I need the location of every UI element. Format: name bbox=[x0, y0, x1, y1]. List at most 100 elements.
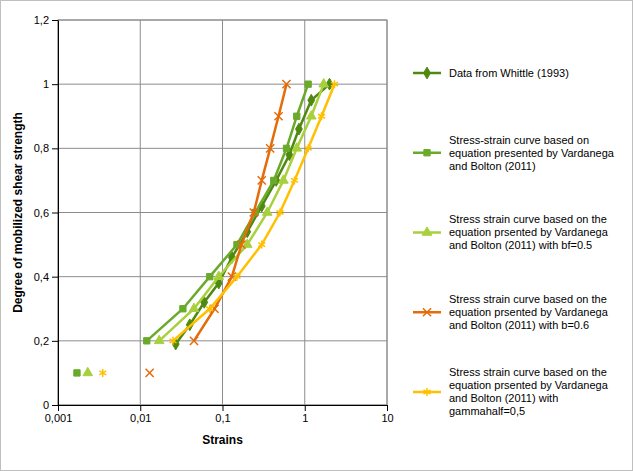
legend: Data from Whittle (1993) Stress-strain cu… bbox=[413, 67, 615, 418]
series-marker bbox=[250, 208, 258, 216]
x-tick-label: 0,1 bbox=[215, 412, 230, 424]
chart: 0,001 0,01 0,1 1 10 0 0,2 0,4 0,6 0,8 1 1,2 Strains D… bbox=[0, 0, 633, 471]
series-marker bbox=[169, 337, 176, 345]
series bbox=[99, 80, 338, 377]
x-tick: 0,01 bbox=[130, 405, 151, 424]
x-tick: 1 bbox=[302, 405, 308, 424]
y-tick-label: 0,4 bbox=[34, 271, 49, 283]
series-marker bbox=[282, 80, 290, 88]
x-tick-label: 0,01 bbox=[130, 412, 151, 424]
y-tick-label: 1,2 bbox=[34, 14, 49, 26]
series-marker bbox=[258, 176, 266, 184]
y-tick-label: 0,8 bbox=[34, 142, 49, 154]
legend-label: Data from Whittle (1993) bbox=[449, 67, 569, 79]
y-tick: 0 bbox=[43, 399, 58, 411]
x-tick-mark bbox=[223, 405, 224, 411]
series-marker bbox=[146, 369, 154, 377]
series-marker bbox=[291, 176, 298, 184]
series-marker bbox=[154, 335, 164, 343]
x-axis-title: Strains bbox=[202, 433, 243, 447]
grid bbox=[58, 20, 387, 405]
y-tick: 0,8 bbox=[34, 142, 58, 154]
legend-label: Stress strain curve based on theequation… bbox=[449, 213, 609, 251]
x-tick-label: 10 bbox=[381, 412, 393, 424]
y-axis-line bbox=[58, 21, 59, 406]
y-tick-mark bbox=[52, 84, 58, 85]
grid-line-x bbox=[304, 20, 305, 405]
x-tick-mark bbox=[140, 405, 141, 411]
y-tick-label: 0,6 bbox=[34, 207, 49, 219]
y-tick-mark bbox=[52, 148, 58, 149]
series-marker bbox=[319, 79, 329, 87]
series-marker bbox=[207, 274, 213, 280]
x-tick-mark bbox=[305, 405, 306, 411]
series-marker bbox=[296, 123, 303, 135]
series-line bbox=[103, 84, 335, 373]
series-marker bbox=[274, 112, 282, 120]
y-axis-title: Degree of mobilized shear strength bbox=[11, 112, 25, 313]
grid-line-x bbox=[140, 20, 141, 405]
series-marker bbox=[237, 241, 245, 249]
series-line bbox=[150, 84, 287, 373]
series-marker bbox=[190, 337, 198, 345]
series-marker bbox=[306, 111, 316, 119]
y-tick: 0,2 bbox=[34, 335, 58, 347]
series-marker bbox=[271, 177, 277, 183]
series-marker bbox=[266, 144, 274, 152]
series-marker bbox=[99, 369, 106, 377]
series bbox=[146, 80, 291, 377]
series-marker bbox=[180, 306, 186, 312]
y-tick-mark bbox=[52, 277, 58, 278]
y-tick-mark bbox=[52, 213, 58, 214]
series-marker bbox=[318, 112, 325, 120]
y-tick-label: 0,2 bbox=[34, 335, 49, 347]
grid-line-x bbox=[222, 20, 223, 405]
legend-marker bbox=[424, 150, 430, 156]
legend-label: Stress strain curve based on theequation… bbox=[449, 366, 609, 417]
series-marker bbox=[279, 175, 289, 183]
series-marker bbox=[331, 80, 338, 88]
series-marker bbox=[305, 144, 312, 152]
y-axis: 0 0,2 0,4 0,6 0,8 1 1,2 bbox=[34, 14, 59, 411]
legend-label: Stress-strain curve based onequation pre… bbox=[449, 134, 615, 172]
y-tick-label: 0 bbox=[43, 399, 49, 411]
y-tick: 0,6 bbox=[34, 207, 58, 219]
series-marker bbox=[234, 273, 241, 281]
legend-marker bbox=[423, 308, 431, 316]
chart-border bbox=[1, 1, 633, 471]
series-marker bbox=[189, 303, 199, 311]
x-tick-mark bbox=[387, 405, 388, 411]
series-marker bbox=[262, 207, 272, 215]
series-marker bbox=[283, 145, 289, 151]
series-marker bbox=[206, 305, 213, 313]
series-marker bbox=[258, 241, 265, 249]
x-tick: 0,1 bbox=[215, 405, 230, 424]
series bbox=[172, 78, 333, 350]
x-tick-mark bbox=[58, 405, 59, 411]
plot-frame bbox=[58, 20, 387, 405]
series-line bbox=[176, 84, 330, 344]
x-tick: 10 bbox=[381, 405, 393, 424]
series-line bbox=[88, 84, 324, 373]
x-tick-label: 0,001 bbox=[45, 412, 73, 424]
x-axis: 0,001 0,01 0,1 1 10 bbox=[45, 405, 394, 424]
series-marker bbox=[308, 94, 315, 106]
series-marker bbox=[294, 113, 300, 119]
plot-area bbox=[74, 78, 338, 377]
series bbox=[83, 79, 329, 376]
legend-marker bbox=[424, 67, 431, 79]
legend-marker bbox=[424, 388, 431, 396]
y-tick-label: 1 bbox=[43, 78, 49, 90]
x-tick-label: 1 bbox=[302, 412, 308, 424]
y-tick-mark bbox=[52, 341, 58, 342]
y-tick: 1 bbox=[43, 78, 58, 90]
series-marker bbox=[292, 143, 302, 151]
series-marker bbox=[74, 370, 80, 376]
legend-marker bbox=[422, 227, 432, 235]
y-tick: 1,2 bbox=[34, 14, 58, 26]
series-marker bbox=[144, 338, 150, 344]
series-marker bbox=[277, 208, 284, 216]
series-marker bbox=[214, 271, 224, 279]
series-marker bbox=[305, 81, 311, 87]
series-line bbox=[77, 84, 308, 373]
